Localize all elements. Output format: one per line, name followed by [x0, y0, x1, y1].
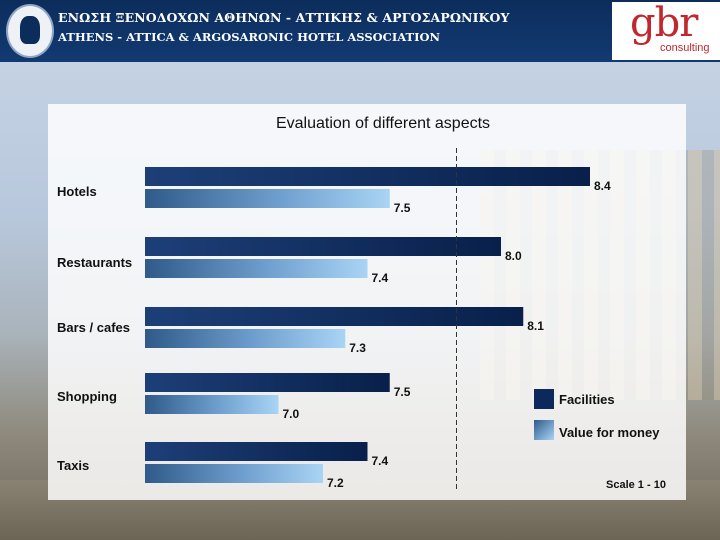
gbr-logo: gbr [630, 0, 698, 46]
bar-shopping-value-for-money [145, 395, 279, 414]
value-label-taxis-facilities: 7.4 [372, 454, 389, 468]
value-label-shopping-value-for-money: 7.0 [283, 407, 300, 421]
bar-taxis-value-for-money [145, 464, 323, 483]
chart-title: Evaluation of different aspects [275, 115, 491, 132]
value-label-restaurants-value-for-money: 7.4 [372, 271, 389, 285]
value-label-shopping-facilities: 7.5 [394, 385, 411, 399]
category-label-bars-cafes: Bars / cafes [57, 320, 130, 335]
association-name-greek: ΕΝΩΣΗ ΞΕΝΟΔΟΧΩΝ ΑΘΗΝΩΝ - ΑΤΤΙΚΗΣ & ΑΡΓΟΣ… [58, 10, 510, 25]
bar-hotels-facilities [145, 167, 590, 186]
bar-hotels-value-for-money [145, 189, 390, 208]
association-seal-logo [6, 4, 54, 58]
bar-shopping-facilities [145, 373, 390, 392]
scale-note: Scale 1 - 10 [606, 479, 666, 491]
legend-label-facilities: Facilities [559, 392, 615, 407]
bar-restaurants-facilities [145, 237, 501, 256]
category-label-restaurants: Restaurants [57, 255, 133, 270]
value-label-bars-cafes-facilities: 8.1 [527, 319, 544, 333]
bar-bars-cafes-facilities [145, 307, 524, 326]
header-band [0, 0, 720, 62]
category-label-shopping: Shopping [57, 389, 117, 404]
category-label-taxis: Taxis [57, 458, 90, 473]
association-name-english: ATHENS - ATTICA & ARGOSARONIC HOTEL ASSO… [58, 30, 440, 44]
legend-label-value-for-money: Value for money [559, 425, 660, 440]
bar-taxis-facilities [145, 442, 368, 461]
value-label-hotels-value-for-money: 7.5 [394, 201, 411, 215]
bar-bars-cafes-value-for-money [145, 329, 346, 348]
brand-logo-background [612, 2, 720, 60]
category-label-hotels: Hotels [57, 184, 97, 199]
value-label-taxis-value-for-money: 7.2 [327, 476, 344, 490]
legend-swatch-value-for-money [534, 420, 554, 440]
value-label-hotels-facilities: 8.4 [594, 179, 611, 193]
legend-swatch-facilities [534, 389, 554, 409]
value-label-restaurants-facilities: 8.0 [505, 249, 522, 263]
bar-restaurants-value-for-money [145, 259, 368, 278]
gbr-consulting-label: consulting [660, 42, 710, 54]
value-label-bars-cafes-value-for-money: 7.3 [349, 341, 366, 355]
